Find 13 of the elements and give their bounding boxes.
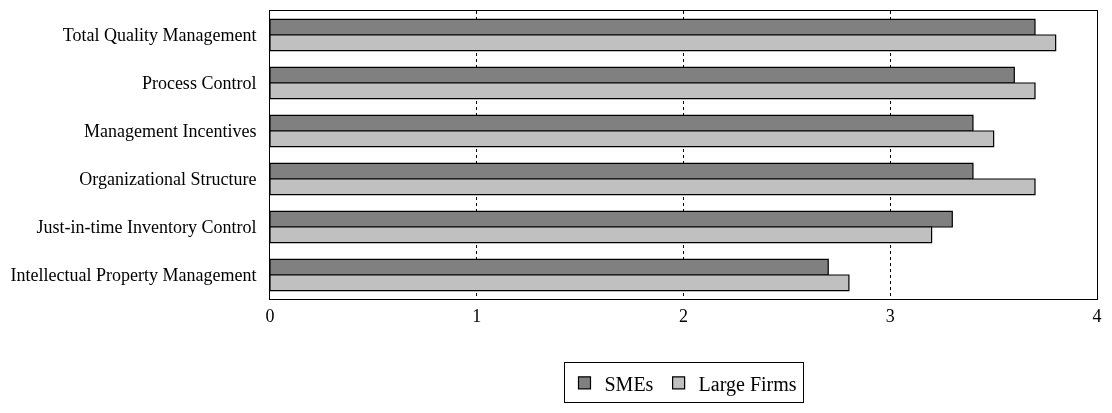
legend-label: Large Firms xyxy=(698,372,797,396)
legend-label: SMEs xyxy=(604,372,654,395)
y-tick-label: Total Quality Management xyxy=(62,25,266,46)
y-tick-label: Organizational Structure xyxy=(79,169,266,190)
y-tick-label: Intellectual Property Management xyxy=(10,265,266,286)
y-tick-label: Management Incentives xyxy=(83,121,266,142)
y-tick-label: Just-in-time Inventory Control xyxy=(36,217,266,238)
x-tick-label: 2 xyxy=(679,305,688,326)
y-tick-label: Process Control xyxy=(141,73,266,94)
x-tick-label: 4 xyxy=(1092,305,1102,326)
x-tick-label: 0 xyxy=(265,305,275,326)
x-tick-label: 3 xyxy=(885,305,895,326)
x-tick-label: 1 xyxy=(472,305,482,326)
